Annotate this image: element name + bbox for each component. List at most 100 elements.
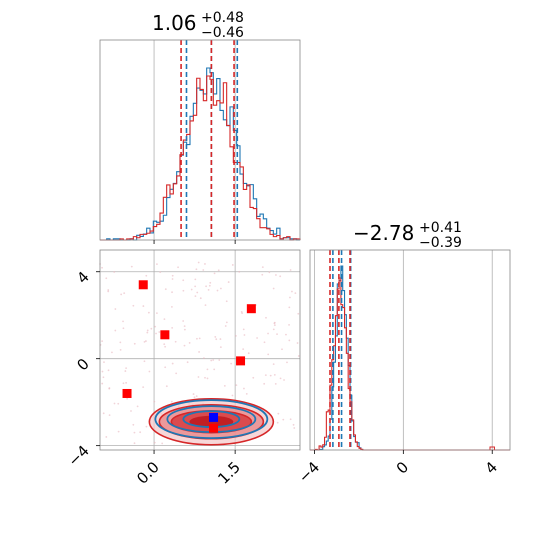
sample-point [175,372,178,375]
sample-point [153,400,156,403]
sample-point [289,296,291,299]
sample-point [143,360,146,363]
sample-point [117,402,120,405]
sample-point [292,423,295,426]
sample-point [150,327,153,330]
sample-point [132,304,135,307]
sample-point [183,325,186,328]
contour-line-red-0 [148,397,275,446]
sample-point [154,325,157,328]
sample-point [219,338,222,340]
sample-point [209,281,212,284]
sample-point [279,377,282,380]
sample-point [206,368,209,371]
sample-point [145,340,147,342]
sample-point [252,376,255,379]
sample-point [213,368,216,371]
sample-point [155,332,157,335]
sample-point [195,395,198,398]
sample-point [124,370,127,372]
sample-point [107,369,110,372]
hist-top-series-blue [100,67,300,241]
title-top-panel: 1.06 +0.48 −0.46 [152,10,244,41]
title-right-panel: −2.78 +0.41 −0.39 [353,220,462,251]
x-tick-label-right-2: 4 [482,458,501,477]
sample-point [107,289,110,291]
sample-point [174,340,177,343]
plot-area-top [100,40,300,240]
sample-point [223,384,226,387]
sample-point [276,421,279,424]
sample-point [197,261,200,264]
sample-point [264,374,267,377]
sample-point [206,377,209,380]
sample-point [194,295,197,298]
hist-top-series-red [100,75,301,241]
sample-point [273,373,276,376]
sample-point [288,339,291,342]
sample-point [282,418,285,421]
sample-point [158,331,161,333]
sample-point [102,376,105,379]
truth-marker [209,412,219,422]
sample-point [242,348,245,350]
sample-point [214,336,217,338]
y-tick-label-contour-0: 4 [73,268,92,287]
sample-point [133,342,136,345]
sample-point [216,289,219,292]
sample-point [171,278,174,280]
sample-point [289,418,292,421]
sample-point [194,278,197,281]
sample-point [268,271,271,274]
sample-point [163,318,166,321]
sample-point [105,436,108,438]
sample-point [263,382,266,385]
sample-point [197,376,200,378]
sample-point [107,290,110,293]
sample-point [245,392,248,395]
sample-point [171,291,173,294]
sample-point [297,355,300,357]
sample-point [235,384,238,387]
axes-frame-top [99,39,301,241]
sample-point [126,397,129,400]
sample-point [261,266,264,269]
sample-point [188,342,191,344]
sample-point [161,442,164,445]
sample-point [198,351,200,353]
sample-point [193,396,196,399]
sample-point [130,410,132,412]
sample-point [231,394,234,397]
sample-point [113,402,116,405]
sample-point [122,327,125,330]
sample-point [279,275,282,278]
sample-point [156,263,158,266]
sample-point [170,305,173,308]
sample-point [101,340,104,343]
sample-point [119,341,122,344]
sample-point [146,329,149,332]
histogram-panel-right [309,249,511,454]
sample-point [108,414,111,417]
sample-point [177,266,179,269]
histogram-panel-top [99,39,301,244]
sample-point [156,312,158,315]
sample-point [207,288,210,291]
sample-point [101,266,103,269]
sample-point [183,344,186,347]
sample-point [204,263,206,265]
sample-point [276,333,278,336]
sample-point [288,306,291,309]
sample-point [196,337,198,340]
sample-point [133,442,136,445]
sample-point [101,382,104,385]
sample-point [111,351,113,354]
sample-point [294,292,297,295]
axes-frame-contour [99,249,301,451]
sample-point [247,352,250,355]
sample-point [171,362,174,365]
sample-point [273,324,276,327]
sample-point [265,316,267,319]
marker-point-5 [209,423,219,433]
